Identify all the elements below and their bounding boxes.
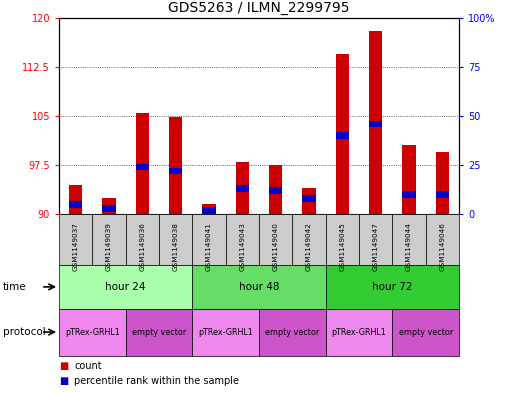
Text: GSM1149044: GSM1149044	[406, 222, 412, 271]
Text: percentile rank within the sample: percentile rank within the sample	[74, 376, 240, 386]
Text: GSM1149047: GSM1149047	[373, 222, 379, 271]
Bar	[302, 195, 315, 202]
Bar	[202, 204, 215, 214]
Bar	[169, 168, 182, 174]
Text: hour 72: hour 72	[372, 282, 412, 292]
Bar	[302, 188, 315, 214]
Text: hour 24: hour 24	[106, 282, 146, 292]
Bar	[269, 187, 282, 194]
Bar	[436, 152, 449, 214]
Bar	[402, 191, 416, 198]
Bar	[369, 31, 382, 214]
Text: GSM1149042: GSM1149042	[306, 222, 312, 271]
Bar	[69, 185, 82, 214]
Bar	[436, 191, 449, 198]
Bar	[402, 145, 416, 214]
Bar	[135, 164, 149, 170]
Bar	[269, 165, 282, 214]
Text: pTRex-GRHL1: pTRex-GRHL1	[65, 328, 120, 336]
Text: pTRex-GRHL1: pTRex-GRHL1	[332, 328, 386, 336]
Bar	[369, 121, 382, 127]
Text: GSM1149038: GSM1149038	[173, 222, 179, 271]
Title: GDS5263 / ILMN_2299795: GDS5263 / ILMN_2299795	[168, 1, 350, 15]
Bar	[336, 132, 349, 139]
Text: GSM1149039: GSM1149039	[106, 222, 112, 271]
Text: hour 48: hour 48	[239, 282, 279, 292]
Text: GSM1149046: GSM1149046	[440, 222, 445, 271]
Bar	[103, 198, 115, 214]
Bar	[169, 117, 182, 214]
Bar	[235, 162, 249, 214]
Bar	[235, 185, 249, 192]
Bar	[69, 201, 82, 208]
Text: ■: ■	[59, 360, 68, 371]
Text: pTRex-GRHL1: pTRex-GRHL1	[199, 328, 253, 336]
Text: GSM1149041: GSM1149041	[206, 222, 212, 271]
Text: GSM1149040: GSM1149040	[273, 222, 279, 271]
Text: time: time	[3, 282, 26, 292]
Text: empty vector: empty vector	[132, 328, 186, 336]
Bar	[336, 54, 349, 214]
Text: empty vector: empty vector	[265, 328, 320, 336]
Bar	[202, 207, 215, 213]
Text: GSM1149036: GSM1149036	[140, 222, 145, 271]
Bar	[103, 205, 115, 211]
Text: protocol: protocol	[3, 327, 45, 337]
Text: GSM1149043: GSM1149043	[240, 222, 245, 271]
Text: GSM1149045: GSM1149045	[340, 222, 345, 271]
Text: empty vector: empty vector	[399, 328, 453, 336]
Text: count: count	[74, 360, 102, 371]
Bar	[135, 113, 149, 214]
Text: GSM1149037: GSM1149037	[73, 222, 78, 271]
Text: ■: ■	[59, 376, 68, 386]
